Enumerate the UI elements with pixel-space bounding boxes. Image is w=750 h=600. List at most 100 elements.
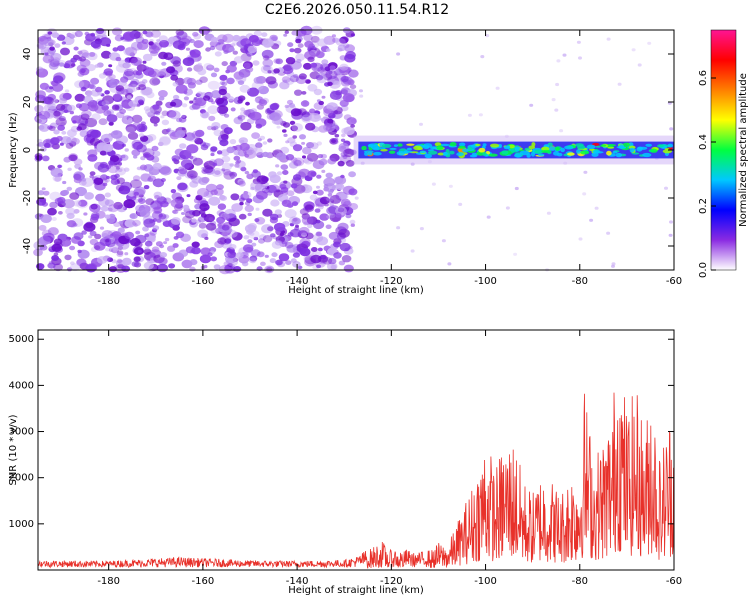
noise-speckle <box>181 35 192 44</box>
faint-speckle <box>514 186 519 191</box>
noise-speckle <box>141 65 147 70</box>
noise-speckle <box>231 203 243 212</box>
noise-speckle <box>189 100 194 104</box>
noise-speckle <box>80 113 90 121</box>
noise-speckle <box>337 207 345 213</box>
noise-speckle <box>41 187 46 191</box>
noise-speckle <box>88 235 93 239</box>
faint-speckle <box>354 196 359 200</box>
noise-speckle <box>247 45 258 54</box>
noise-speckle <box>340 174 345 179</box>
noise-speckle <box>262 38 274 48</box>
faint-speckle <box>458 202 463 206</box>
noise-speckle <box>43 38 54 47</box>
noise-speckle <box>192 209 201 217</box>
colorbar-ticks: 0.0 0.2 0.4 0.6 <box>698 70 716 278</box>
noise-speckle <box>156 218 162 223</box>
noise-speckle <box>101 230 114 239</box>
signal-hotspot <box>510 148 515 153</box>
noise-speckle <box>48 125 56 132</box>
noise-speckle <box>133 155 138 159</box>
noise-speckle <box>245 66 254 73</box>
noise-speckle <box>298 73 307 80</box>
noise-speckle <box>149 116 160 124</box>
x-tick-label: -100 <box>474 276 497 287</box>
noise-speckle <box>206 125 213 131</box>
noise-speckle <box>304 256 310 261</box>
noise-speckle <box>52 75 64 84</box>
noise-speckle <box>350 223 355 227</box>
noise-speckle <box>143 218 156 228</box>
noise-speckle <box>219 139 229 147</box>
noise-speckle <box>349 219 356 225</box>
noise-speckle <box>159 166 172 176</box>
noise-speckle <box>237 178 245 185</box>
signal-hotspot <box>436 145 444 150</box>
noise-speckle <box>118 79 127 87</box>
noise-speckle <box>137 250 142 253</box>
noise-speckle <box>282 129 287 133</box>
noise-speckle <box>211 100 216 105</box>
noise-speckle <box>99 150 107 156</box>
noise-speckle <box>39 82 50 90</box>
noise-speckle <box>95 86 103 93</box>
noise-speckle <box>52 83 64 92</box>
noise-speckle <box>256 152 265 158</box>
noise-speckle <box>168 263 176 269</box>
noise-speckle <box>290 125 299 132</box>
noise-speckle <box>35 66 44 73</box>
noise-speckle <box>172 81 179 87</box>
noise-speckle <box>97 91 103 96</box>
noise-speckle <box>175 231 185 239</box>
noise-speckle <box>279 183 287 190</box>
noise-speckle <box>108 266 117 273</box>
noise-speckle <box>116 45 125 52</box>
faint-speckle <box>505 206 510 210</box>
noise-speckle <box>262 141 268 145</box>
noise-speckle <box>144 240 153 247</box>
faint-speckle <box>664 186 668 190</box>
noise-speckle <box>108 243 119 251</box>
signal-hotspot <box>488 153 498 157</box>
noise-speckle <box>53 263 63 272</box>
noise-speckle <box>86 133 92 138</box>
noise-speckle <box>116 250 124 256</box>
noise-speckle <box>285 57 296 65</box>
noise-speckle <box>200 144 209 151</box>
noise-speckle <box>107 164 119 174</box>
noise-speckle <box>181 114 186 118</box>
noise-speckle <box>306 142 315 149</box>
noise-speckle <box>171 209 177 214</box>
noise-speckle <box>159 135 171 145</box>
noise-speckle <box>295 224 299 228</box>
noise-speckle <box>316 174 322 179</box>
y-tick-label: 5000 <box>9 334 34 345</box>
noise-speckle <box>105 247 110 252</box>
noise-speckle <box>221 224 230 231</box>
noise-speckle <box>141 79 148 84</box>
spectrogram-y-axis-label: Frequency (Hz) <box>8 112 19 188</box>
signal-hotspot <box>413 145 422 151</box>
noise-speckle <box>253 76 263 84</box>
noise-speckle <box>69 141 77 147</box>
x-tick-label: -160 <box>192 276 215 287</box>
noise-speckle <box>60 116 66 121</box>
signal-hotspot <box>534 149 544 154</box>
noise-speckle <box>284 30 289 34</box>
noise-speckle <box>244 170 250 175</box>
snr-panel: -180 -160 -140 -120 -100 -80 -60 1000 2000 3000 40… <box>8 329 682 596</box>
noise-speckle <box>275 259 283 266</box>
noise-speckle <box>70 261 75 266</box>
noise-speckle <box>293 47 302 54</box>
noise-speckle <box>158 96 165 101</box>
signal-hotspot <box>528 145 536 150</box>
noise-speckle <box>203 95 211 101</box>
noise-speckle <box>182 204 190 210</box>
noise-speckle <box>51 243 62 252</box>
noise-speckle <box>73 177 82 184</box>
noise-speckle <box>233 116 243 125</box>
noise-speckle <box>326 196 334 202</box>
noise-speckle <box>207 105 219 115</box>
noise-speckle <box>260 64 273 74</box>
